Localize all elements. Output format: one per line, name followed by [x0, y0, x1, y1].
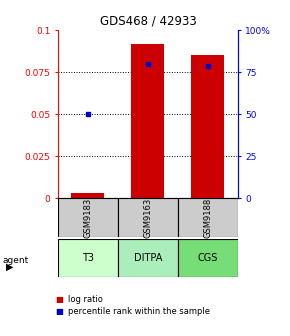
Text: CGS: CGS	[198, 253, 218, 263]
Text: ■: ■	[55, 307, 63, 316]
FancyBboxPatch shape	[118, 198, 178, 237]
Text: percentile rank within the sample: percentile rank within the sample	[68, 307, 210, 316]
Text: GSM9188: GSM9188	[203, 198, 212, 238]
Bar	[71, 193, 104, 198]
Text: T3: T3	[82, 253, 94, 263]
Text: agent: agent	[3, 256, 29, 265]
Text: GSM9183: GSM9183	[84, 198, 93, 238]
Text: ▶: ▶	[6, 261, 13, 271]
FancyBboxPatch shape	[178, 239, 238, 277]
Bar	[131, 44, 164, 198]
FancyBboxPatch shape	[178, 198, 238, 237]
Title: GDS468 / 42933: GDS468 / 42933	[99, 15, 196, 28]
Text: log ratio: log ratio	[68, 295, 103, 303]
Text: ■: ■	[55, 295, 63, 303]
FancyBboxPatch shape	[58, 239, 118, 277]
Bar	[191, 55, 224, 198]
Text: DITPA: DITPA	[134, 253, 162, 263]
FancyBboxPatch shape	[58, 198, 118, 237]
Text: GSM9163: GSM9163	[143, 198, 153, 238]
FancyBboxPatch shape	[118, 239, 178, 277]
